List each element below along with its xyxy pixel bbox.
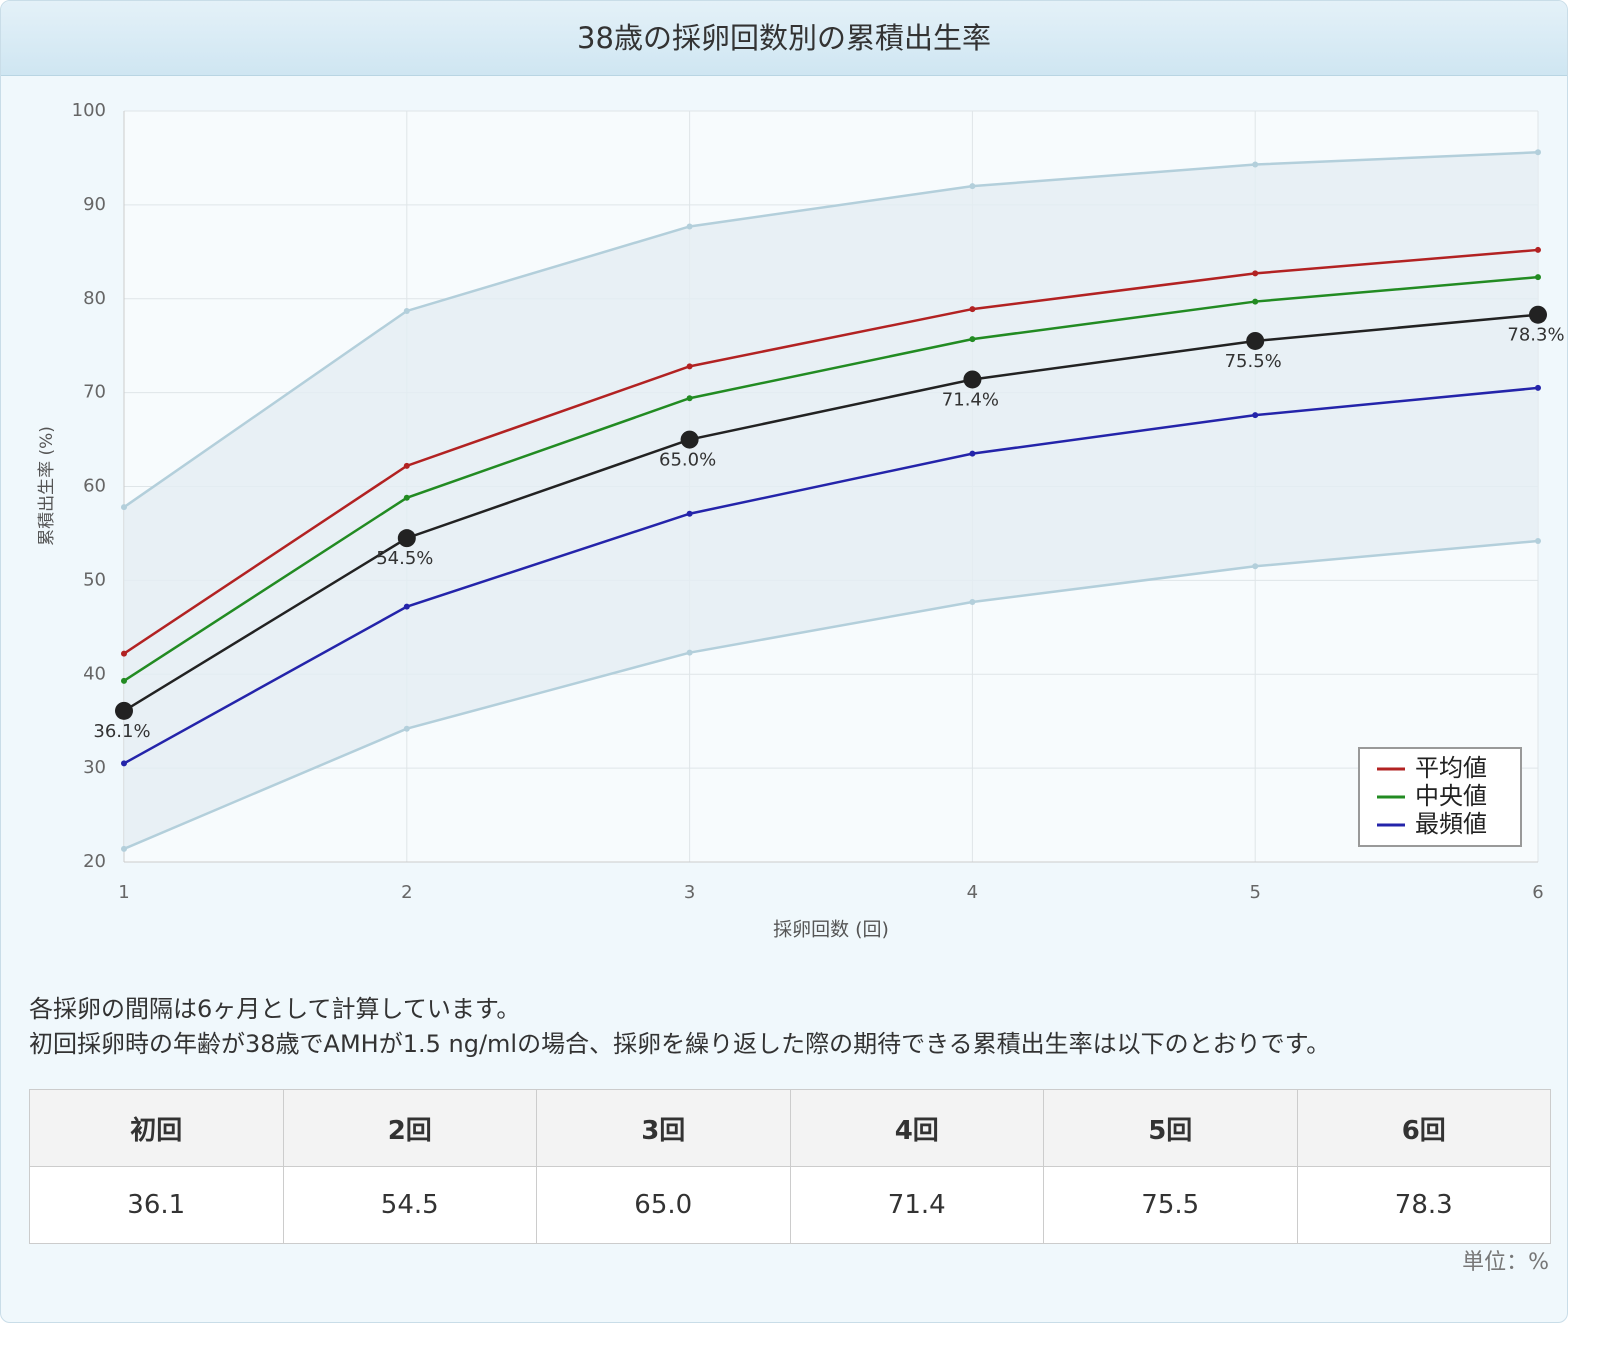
x-tick-label: 1 — [118, 882, 129, 903]
data-point — [121, 760, 127, 767]
data-point — [1535, 274, 1541, 281]
data-point — [1535, 246, 1541, 253]
data-label: 75.5% — [1225, 351, 1282, 372]
data-point — [115, 701, 133, 720]
x-tick-label: 6 — [1532, 882, 1543, 903]
note: 初回採卵時の年齢が38歳でAMHが1.5 ng/mlの場合、採卵を繰り返した際の… — [29, 1030, 1331, 1058]
data-point — [397, 529, 416, 548]
data-point — [963, 370, 982, 389]
table-header-cell: 4回 — [789, 1089, 1044, 1167]
table-cell: 36.1 — [29, 1166, 284, 1244]
table-cell: 78.3 — [1296, 1166, 1551, 1244]
series-line — [123, 275, 1539, 682]
data-point — [403, 307, 410, 314]
band-area — [124, 152, 1538, 849]
data-point — [121, 650, 127, 657]
data-point — [969, 336, 976, 343]
legend-label: 中央値 — [1415, 782, 1487, 810]
data-point — [1252, 563, 1259, 570]
series-line — [123, 151, 1539, 509]
data-point — [121, 504, 127, 511]
data-point — [969, 306, 976, 313]
y-tick-label: 90 — [83, 194, 106, 215]
data-point — [1252, 412, 1259, 419]
unit-note: 単位：% — [1462, 1250, 1549, 1275]
data-point — [680, 430, 699, 449]
data-point — [1529, 305, 1547, 324]
series-line — [123, 539, 1539, 851]
x-tick-label: 3 — [684, 882, 695, 903]
table-cell: 75.5 — [1043, 1166, 1298, 1244]
data-point — [969, 450, 976, 457]
y-tick-label: 70 — [83, 382, 106, 403]
data-label: 54.5% — [376, 548, 433, 569]
result-table: 初回 2回 3回 4回 5回 6回 36.1 54.5 65.0 71.4 75.5 78.3 — [29, 1089, 1551, 1244]
data-point — [969, 183, 976, 190]
note: 各採卵の間隔は6ヶ月として計算しています。 — [29, 995, 521, 1023]
table-header-cell: 初回 — [29, 1089, 284, 1167]
data-point — [403, 462, 410, 469]
data-point — [686, 510, 693, 517]
y-tick-label: 100 — [72, 100, 106, 121]
data-point — [1252, 270, 1259, 277]
x-axis-label: 採卵回数 (回) — [773, 919, 889, 941]
data-label: 36.1% — [93, 721, 150, 742]
data-point — [1535, 384, 1541, 391]
legend-label: 平均値 — [1415, 754, 1487, 782]
data-point — [403, 725, 410, 732]
data-point — [1252, 298, 1259, 305]
data-point — [686, 649, 693, 656]
data-point — [969, 598, 976, 605]
y-tick-label: 80 — [83, 288, 106, 309]
chart: 採卵回数 (回) 累積出生率 (%) 20 30 40 50 60 70 80 90 100 1 2… — [37, 100, 1565, 941]
legend-box — [1358, 747, 1522, 847]
data-point — [1252, 161, 1259, 168]
y-tick-label: 40 — [83, 663, 106, 684]
panel: 38歳の採卵回数別の累積出生率 採卵回数 (回) 累積出生率 (%) 20 30 4… — [0, 0, 1568, 1323]
data-label: 65.0% — [659, 450, 716, 471]
y-axis-label: 累積出生率 (%) — [37, 426, 57, 546]
x-tick-label: 5 — [1249, 882, 1260, 903]
table-header-cell: 2回 — [282, 1089, 537, 1167]
table-row: 36.1 54.5 65.0 71.4 75.5 78.3 — [29, 1166, 1551, 1244]
table-cell: 71.4 — [789, 1166, 1044, 1244]
table-header-cell: 5回 — [1043, 1089, 1298, 1167]
y-tick-label: 30 — [83, 757, 106, 778]
data-point — [1535, 537, 1541, 544]
data-point — [686, 395, 693, 402]
data-label: 78.3% — [1507, 325, 1564, 346]
data-point — [403, 494, 410, 501]
table-cell: 54.5 — [282, 1166, 537, 1244]
data-point — [121, 677, 127, 684]
data-point — [1535, 149, 1541, 156]
data-point — [686, 363, 693, 370]
data-label: 71.4% — [942, 389, 999, 410]
series-line — [123, 313, 1539, 712]
table-header-cell: 3回 — [536, 1089, 791, 1167]
y-tick-label: 50 — [83, 569, 106, 590]
x-tick-label: 2 — [401, 882, 412, 903]
x-tick-label: 4 — [967, 882, 978, 903]
y-tick-label: 60 — [83, 476, 106, 497]
series-line — [123, 248, 1539, 655]
y-tick-label: 20 — [83, 851, 106, 872]
legend-label: 最頻値 — [1415, 810, 1487, 838]
panel-title: 38歳の採卵回数別の累積出生率 — [1, 1, 1567, 76]
data-point — [1246, 331, 1265, 350]
table-cell: 65.0 — [536, 1166, 791, 1244]
data-point — [403, 603, 410, 610]
series-line — [123, 386, 1539, 765]
data-point — [686, 223, 693, 230]
data-point — [121, 845, 127, 852]
table-header-cell: 6回 — [1296, 1089, 1551, 1167]
